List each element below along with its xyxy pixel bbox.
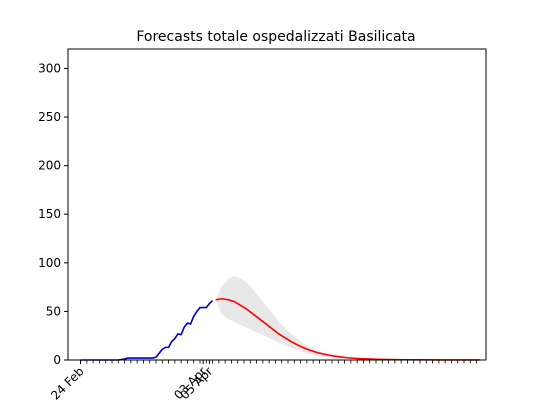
y-tick-label: 100 bbox=[38, 256, 61, 270]
y-tick-label: 50 bbox=[46, 304, 61, 318]
plot-frame bbox=[67, 48, 487, 361]
y-tick-label: 300 bbox=[38, 61, 61, 75]
chart-title: Forecasts totale ospedalizzati Basilicat… bbox=[136, 29, 415, 45]
y-tick-label: 150 bbox=[38, 207, 61, 221]
uncertainty-band-layer bbox=[215, 276, 480, 360]
y-tick-label: 250 bbox=[38, 110, 61, 124]
y-axis: 0 50 100 150 200 250 300 bbox=[38, 61, 68, 367]
y-tick-label: 200 bbox=[38, 159, 61, 173]
forecast-uncertainty-band bbox=[215, 276, 480, 360]
y-tick-label: 0 bbox=[53, 353, 61, 367]
